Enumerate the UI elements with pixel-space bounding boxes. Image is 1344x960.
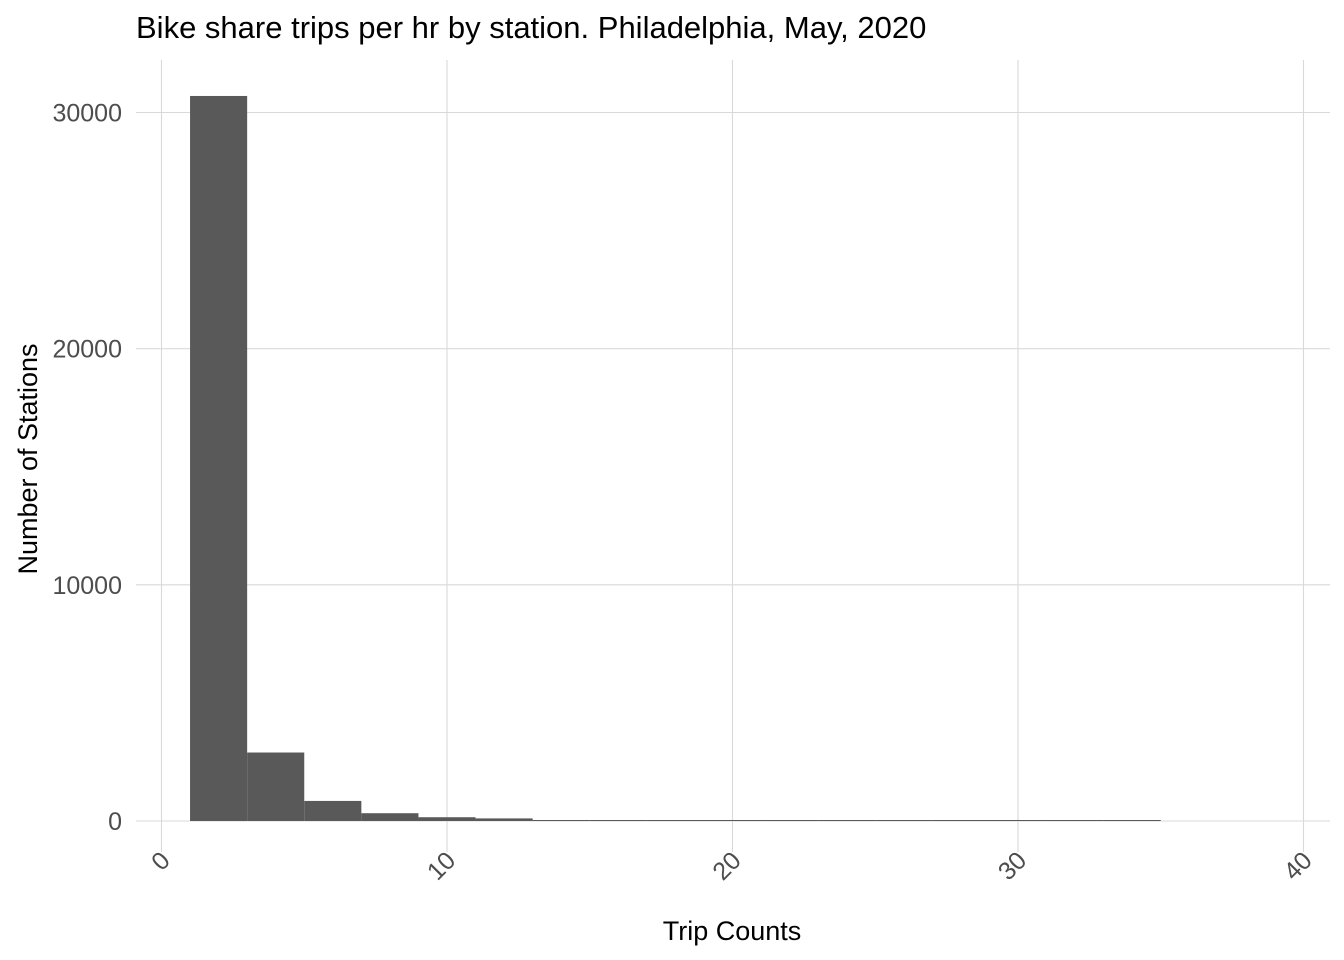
x-axis-title: Trip Counts xyxy=(663,916,802,946)
histogram-bar xyxy=(1103,820,1161,821)
x-tick-label: 20 xyxy=(707,846,746,885)
major-gridlines xyxy=(136,60,1330,852)
histogram-bar xyxy=(1046,820,1104,821)
histogram-bar xyxy=(646,820,704,821)
histogram-bar xyxy=(418,817,476,821)
histogram-bar xyxy=(247,752,305,821)
y-axis-title: Number of Stations xyxy=(13,343,43,574)
x-tick-label: 0 xyxy=(146,846,176,876)
histogram-bar xyxy=(818,820,876,821)
histogram-bar xyxy=(875,820,933,821)
histogram-bar xyxy=(361,813,419,821)
histogram-bars xyxy=(190,95,1161,822)
x-axis-ticks: 0 10 20 30 40 xyxy=(146,846,1318,885)
y-tick-label: 10000 xyxy=(52,572,122,600)
histogram-bar xyxy=(703,820,762,821)
y-tick-label: 20000 xyxy=(52,336,122,364)
histogram-bar xyxy=(761,820,819,821)
x-tick-label: 40 xyxy=(1278,846,1317,885)
histogram-bar xyxy=(589,820,647,821)
histogram-bar xyxy=(304,800,362,821)
histogram-bar xyxy=(475,818,533,821)
x-tick-label: 10 xyxy=(422,846,461,885)
y-tick-label: 30000 xyxy=(52,100,122,128)
x-tick-label: 30 xyxy=(993,846,1032,885)
histogram-bar xyxy=(989,820,1047,821)
histogram-bar xyxy=(190,95,248,822)
histogram-bar xyxy=(532,820,590,821)
histogram-bar xyxy=(932,820,990,821)
chart-title: Bike share trips per hr by station. Phil… xyxy=(136,10,926,45)
y-axis-ticks: 0 10000 20000 30000 xyxy=(52,100,122,837)
y-tick-label: 0 xyxy=(108,808,122,836)
